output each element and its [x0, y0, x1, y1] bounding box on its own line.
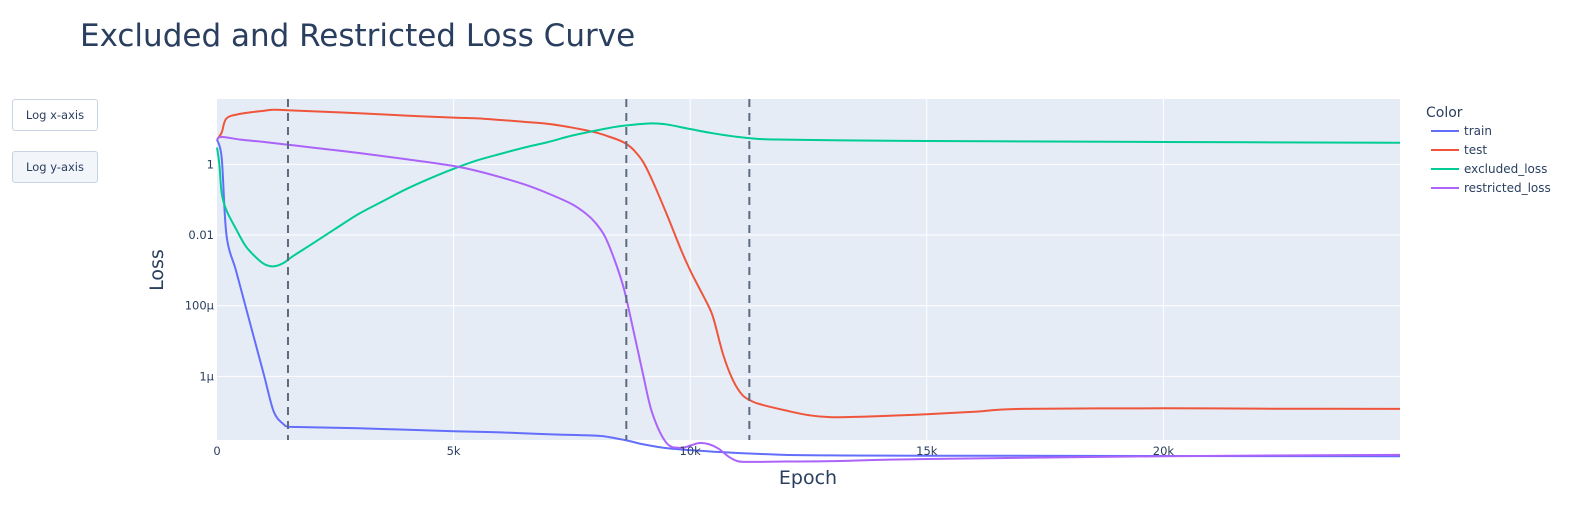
x-tick-labels: 0 5k 10k 15k 20k — [213, 444, 1174, 458]
y-tick-label: 0.01 — [188, 228, 214, 242]
y-axis-title: Loss — [146, 249, 168, 291]
x-tick-label: 15k — [916, 444, 938, 458]
log-x-axis-button[interactable]: Log x-axis — [12, 99, 98, 131]
legend-item-train[interactable]: train — [1431, 124, 1492, 138]
legend-item-test[interactable]: test — [1431, 143, 1487, 157]
y-tick-labels: 1 0.01 100µ 1µ — [185, 157, 215, 383]
y-gridlines — [217, 163, 1400, 377]
x-axis-title: Epoch — [779, 467, 837, 489]
legend: train test excluded_loss restricted_loss — [1431, 124, 1551, 195]
x-tick-label: 20k — [1153, 444, 1175, 458]
vertical-markers — [286, 99, 751, 440]
y-tick-label: 1µ — [199, 369, 214, 383]
x-tick-label: 0 — [213, 444, 220, 458]
legend-title: Color — [1426, 105, 1463, 121]
series-lines — [216, 108, 1401, 463]
legend-item-restricted-loss[interactable]: restricted_loss — [1431, 181, 1551, 195]
y-tick-label: 1 — [207, 157, 214, 171]
chart-title: Excluded and Restricted Loss Curve — [80, 18, 636, 54]
x-tick-label: 10k — [680, 444, 702, 458]
legend-label: excluded_loss — [1464, 162, 1547, 176]
series-line-restricted-loss — [216, 135, 1401, 463]
plot-background — [217, 99, 1400, 440]
y-tick-label: 100µ — [185, 299, 215, 313]
legend-label: test — [1464, 143, 1487, 157]
series-line-test — [216, 108, 1401, 419]
log-y-axis-button[interactable]: Log y-axis — [12, 151, 98, 183]
legend-item-excluded-loss[interactable]: excluded_loss — [1431, 162, 1547, 176]
x-tick-label: 5k — [447, 444, 461, 458]
legend-label: train — [1464, 124, 1492, 138]
legend-label: restricted_loss — [1464, 181, 1551, 195]
series-line-train — [216, 139, 1401, 458]
series-line-excluded-loss — [216, 122, 1401, 268]
